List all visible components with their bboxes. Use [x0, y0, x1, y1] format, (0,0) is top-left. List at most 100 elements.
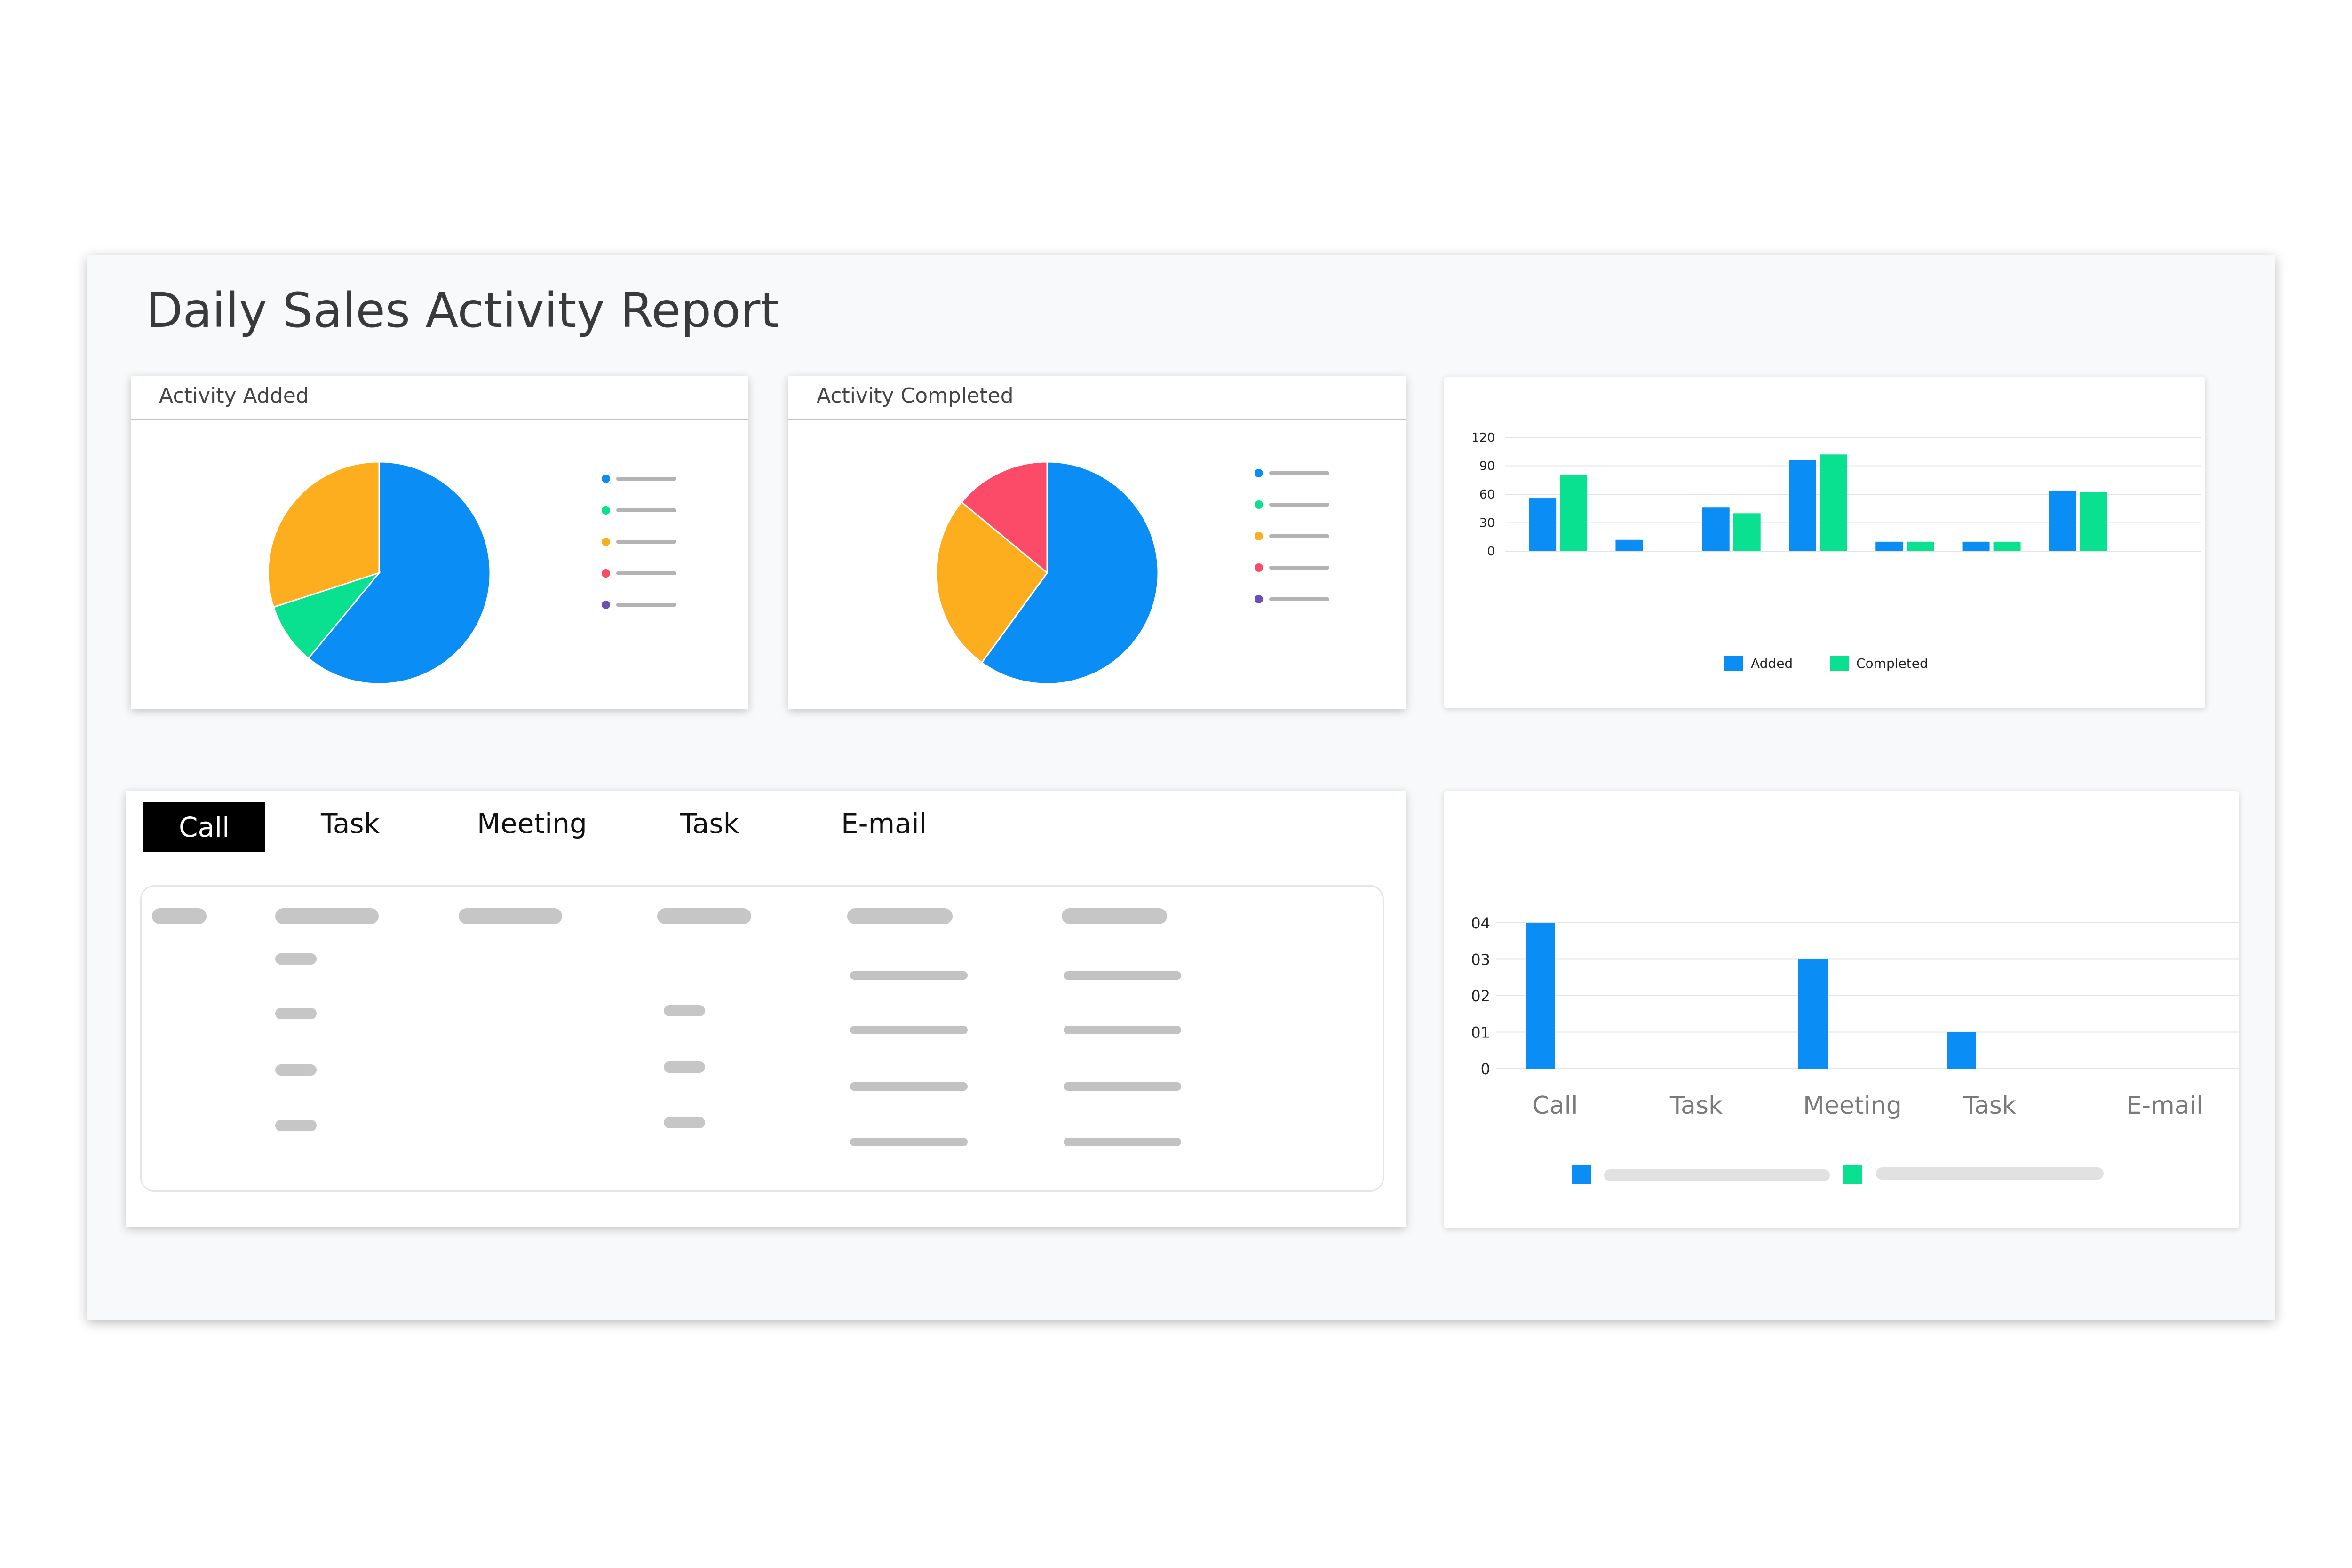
x-tick-label: Meeting	[1803, 1092, 1902, 1120]
y-tick-label: 30	[1479, 516, 1495, 531]
legend-swatch	[1572, 1165, 1591, 1184]
table-cell	[850, 971, 968, 980]
report-window: Daily Sales Activity Report Activity Add…	[87, 255, 2275, 1320]
legend-label-placeholder	[616, 508, 676, 512]
y-tick-label: 0	[1487, 545, 1495, 559]
x-tick-label: E-mail	[2126, 1092, 2203, 1120]
activity-completed-panel: Activity Completed	[788, 376, 1406, 709]
pie-slice	[307, 461, 491, 685]
activity-table-panel: Call Task Meeting Task E-mail	[126, 791, 1406, 1227]
y-tick-label: 90	[1479, 459, 1495, 474]
table-cell	[1064, 1082, 1181, 1091]
bar	[1798, 959, 1828, 1069]
tab-email[interactable]: E-mail	[841, 808, 927, 839]
table-cell	[275, 1120, 317, 1131]
y-tick-label: 02	[1471, 987, 1490, 1005]
table-header-cell	[1062, 908, 1167, 924]
tab-meeting[interactable]: Meeting	[477, 808, 587, 839]
legend-swatch	[1724, 656, 1743, 671]
y-tick-label: 60	[1479, 488, 1495, 502]
table-header-cell	[847, 908, 953, 924]
panel-divider	[788, 419, 1406, 420]
pie-slice	[267, 461, 380, 608]
table-cell	[850, 1026, 968, 1034]
legend-marker	[1255, 595, 1263, 603]
legend-marker	[1255, 532, 1263, 540]
activity-table	[140, 885, 1384, 1192]
pie-slice	[935, 501, 1049, 664]
table-cell	[664, 1117, 705, 1128]
legend-label-placeholder	[616, 571, 676, 575]
legend-swatch	[1830, 656, 1849, 671]
panel-divider	[131, 419, 748, 420]
y-tick-label: 0	[1481, 1060, 1490, 1078]
table-cell	[1064, 1138, 1181, 1146]
table-cell	[275, 953, 317, 965]
legend-label-placeholder	[1269, 503, 1329, 507]
bar-completed	[1993, 541, 2021, 551]
table-header-cell	[657, 908, 751, 924]
table-header-cell	[152, 908, 207, 924]
legend-label: Completed	[1856, 656, 1928, 671]
legend-label-placeholder	[1269, 471, 1329, 475]
table-cell	[1064, 971, 1181, 980]
legend-label-placeholder	[616, 540, 676, 544]
activity-completed-pie-chart	[935, 461, 1329, 685]
bar-completed	[2080, 492, 2107, 551]
tab-task[interactable]: Task	[321, 808, 380, 839]
legend-marker	[602, 601, 610, 609]
activity-completed-title: Activity Completed	[817, 384, 1014, 408]
pie-slice	[272, 571, 381, 659]
bar-added	[1962, 541, 1990, 551]
bar-added	[1702, 507, 1730, 551]
legend-marker	[602, 569, 610, 578]
bar	[1947, 1032, 1976, 1069]
activity-type-bar-chart: 0 01 02 03 04 Call Task Meeting Task E-mail	[1471, 914, 2239, 1184]
legend-label: Added	[1751, 656, 1793, 671]
pie-slice	[981, 461, 1159, 685]
legend-marker	[602, 506, 610, 515]
legend-label-placeholder	[1604, 1169, 1830, 1181]
bar-added	[1875, 541, 1903, 551]
x-tick-label: Task	[1963, 1092, 2016, 1120]
table-cell	[664, 1061, 705, 1073]
legend-swatch	[1843, 1165, 1862, 1184]
activity-type-bar-panel: 0 01 02 03 04 Call Task Meeting Task E-mail	[1444, 791, 2239, 1228]
legend-marker	[1255, 469, 1263, 477]
pie-slice	[961, 461, 1048, 575]
legend-label-placeholder	[1269, 566, 1329, 570]
y-tick-label: 04	[1471, 914, 1490, 932]
tab-task-2[interactable]: Task	[680, 808, 739, 839]
legend-marker	[602, 538, 610, 546]
x-tick-label: Task	[1669, 1092, 1723, 1120]
y-tick-label: 120	[1471, 431, 1495, 445]
table-cell	[275, 1008, 317, 1019]
y-tick-label: 01	[1471, 1024, 1490, 1042]
table-header-cell	[459, 908, 562, 924]
table-header-cell	[275, 908, 379, 924]
activity-added-pie-chart	[267, 461, 676, 685]
bar-added	[1789, 460, 1816, 551]
legend-marker	[1255, 563, 1263, 572]
bar-completed	[1907, 541, 1934, 551]
bar-added	[1529, 498, 1557, 551]
table-cell	[850, 1082, 968, 1091]
bar	[1526, 923, 1555, 1069]
x-tick-label: Call	[1532, 1092, 1578, 1120]
table-cell	[1064, 1026, 1181, 1034]
tab-call[interactable]: Call	[143, 802, 266, 852]
page-title: Daily Sales Activity Report	[146, 283, 779, 339]
table-cell	[664, 1005, 705, 1016]
bar-completed	[1733, 513, 1761, 551]
legend-label-placeholder	[1269, 597, 1329, 601]
added-completed-bar-panel: 0 30 60 90 120 Added Completed	[1444, 377, 2205, 708]
bar-added	[2049, 490, 2076, 551]
legend-label-placeholder	[1876, 1167, 2104, 1180]
legend-label-placeholder	[616, 603, 676, 607]
added-completed-bar-chart: 0 30 60 90 120 Added Completed	[1471, 431, 2201, 671]
y-tick-label: 03	[1471, 951, 1490, 969]
legend-marker	[1255, 500, 1263, 509]
activity-added-panel: Activity Added	[131, 376, 748, 709]
table-cell	[850, 1138, 968, 1146]
bar-added	[1615, 539, 1643, 551]
